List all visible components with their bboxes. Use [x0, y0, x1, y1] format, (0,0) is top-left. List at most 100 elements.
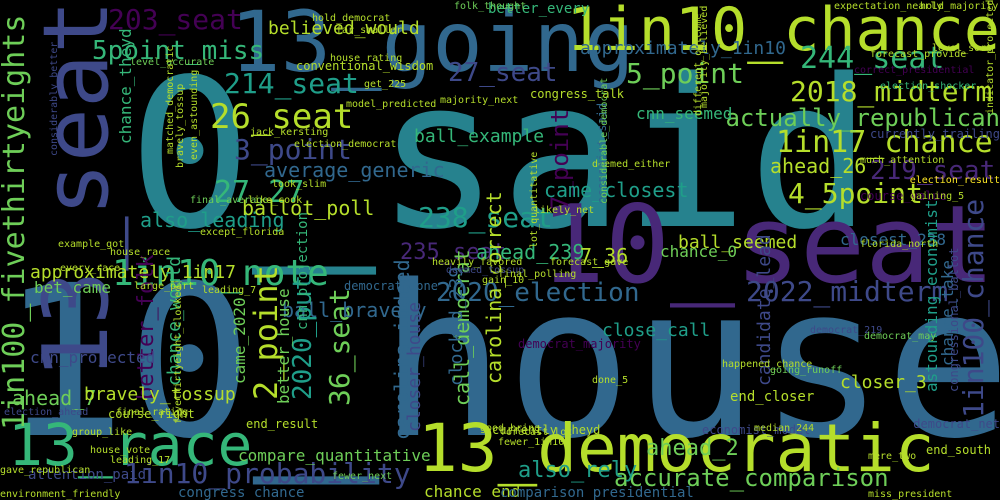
word-compare-quantitative: compare_quantitative	[238, 446, 431, 465]
word-chance-theyd: chance_theyd	[116, 28, 135, 144]
word-hold-majority: hold_majority	[920, 1, 999, 12]
word-ball-example: ball_example	[414, 126, 545, 147]
word-ahead-26: ahead_26	[770, 154, 867, 178]
word-election-ahead: election_ahead	[4, 407, 89, 418]
word-2022-midterm: 2022_midterm	[746, 275, 949, 308]
word-likely-net: likely_net	[534, 205, 595, 216]
word-even-astounding: even_astounding	[189, 69, 200, 160]
word-chance-0: chance_0	[660, 242, 738, 261]
word-27-27: 27 27	[214, 175, 305, 210]
word-comparison-presidential: comparison_presidential	[500, 485, 694, 500]
word-10-house: 10_house	[0, 240, 1000, 485]
word-26-seat: 26_seat	[210, 97, 354, 137]
word-done-5: done_5	[592, 375, 629, 386]
word-214-seat: 214_seat	[224, 67, 359, 100]
word-final-average: final_average	[190, 195, 269, 206]
word-better-folk: better_folk	[134, 254, 159, 400]
word-forecast-lot: forecast_lot	[500, 427, 573, 438]
word-ball-bravely: ball_bravely	[282, 298, 427, 322]
word-democrat-may: democrat_may	[864, 331, 937, 342]
word-forecast-gave: forecast_gave	[550, 257, 629, 268]
word-level-accurate: level_accurate	[130, 57, 215, 68]
word-gaining-5: gaining_5	[910, 191, 965, 202]
word-0-said: 0_said	[128, 35, 873, 275]
word-final-rating: final_rating	[116, 407, 189, 418]
word-democrat-done: democrat_done	[344, 279, 438, 293]
word-approximately-1in10: approximately_1in10	[580, 38, 786, 59]
word-much-attention: much_attention	[860, 155, 945, 166]
word-4-5point: 4_5point	[788, 177, 923, 210]
word-came-2020: came_2020	[230, 297, 249, 384]
word-level-sort: level_sort	[932, 43, 993, 54]
word-considerably-better: considerably_better	[49, 41, 60, 156]
word-2020-election: 2020_election	[436, 278, 640, 308]
word-except-florida: except_florida	[200, 227, 285, 238]
word-far-smaller: far_smaller	[336, 25, 403, 36]
word-ahead-2: ahead_2	[646, 436, 739, 461]
word-hold-democrat: hold_democrat	[312, 13, 391, 24]
word-actually-republican: actually_republican	[725, 104, 1000, 132]
word-democrat-net: democrat_net	[913, 417, 1000, 431]
word-election-shocker: election_shocker	[880, 81, 977, 92]
word-gave-republican: gave_republican	[0, 465, 91, 476]
word-look-slim: look_slim	[272, 179, 327, 190]
word-came-closest: came_closest	[544, 178, 689, 202]
word-course-value: course_value	[860, 189, 947, 203]
word-large-part: large_part	[134, 281, 195, 292]
word-example-got: example_got	[58, 239, 125, 250]
word-house-rating: house_rating	[330, 53, 403, 64]
word-election-democrat: election_democrat	[294, 139, 397, 150]
word-jack-kersting: jack_kersting	[250, 127, 329, 138]
word-leading-7: leading_7	[202, 285, 257, 296]
word-end-result: end_result	[246, 417, 319, 431]
word-end-closer: end_closer	[730, 389, 815, 405]
word-considerable-democrat: considerable_democrat	[599, 77, 610, 204]
word-2018-midterm: 2018_midterm	[790, 75, 993, 108]
word-13-race: 13_race	[8, 411, 253, 479]
word-closest-238: closest_238	[840, 230, 946, 249]
word-cnn-projected: cnn_projected	[30, 348, 156, 367]
word-close-call: close_call	[602, 320, 711, 341]
word-1in10-note: 1in10_note	[112, 253, 329, 294]
word-lot-quantitative: lot_quantitative	[529, 151, 540, 248]
word-economist-model: economist_model	[702, 423, 811, 437]
word-235-seat: 235_seat	[400, 240, 506, 265]
word-bravely-tossup: bravely_tossup	[175, 83, 186, 168]
word-currently-theyd: currently_theyd	[492, 423, 601, 437]
word-cnn-projection: cnn_projection	[295, 211, 311, 330]
word-final-polling: final_polling	[498, 269, 577, 280]
word-ahead-239: ahead_239	[476, 240, 585, 264]
word-also-leading: also_leading	[140, 208, 285, 232]
word-1in100-chance: 1in100_chance	[957, 198, 990, 418]
word-end-south: end_south	[926, 443, 992, 457]
word-1in10-probability: 1in10_probability	[124, 457, 411, 490]
word-majority-next: majority_next	[440, 95, 519, 106]
word-244-seat: 244_seat	[800, 41, 945, 76]
word-attention-paid: attention_paid	[28, 467, 147, 483]
word-election-result: election_result	[909, 175, 1000, 186]
word-astounding-economist: astounding_economist	[922, 199, 941, 392]
word-approximately-1in17: approximately_1in17	[30, 262, 236, 283]
word-3-point: 3_point	[234, 133, 353, 166]
word-203-seat: 203_seat	[108, 3, 243, 36]
word-closer-3: closer_3	[840, 372, 927, 393]
word-1in17-chance: 1in17_chance	[776, 125, 993, 160]
word-get-225: get_225	[364, 79, 407, 90]
word-environment-friendly: environment_friendly	[0, 489, 121, 500]
word-indicator-projected: indicator_projected	[985, 0, 996, 115]
word-like-cook: like_cook	[248, 195, 303, 206]
word-bravely-tossup: bravely_tossup	[84, 384, 236, 405]
word-10-seat: 10_seat	[540, 183, 996, 308]
word-miss-president: miss_president	[868, 489, 953, 500]
word-congressional-ballot: congressional_ballot	[947, 247, 961, 393]
word-conventional-wisdom: conventional_wisdom	[296, 59, 434, 73]
word-5point-miss: 5point_miss	[92, 36, 265, 66]
word-group-like: group_like	[72, 427, 133, 438]
word-bet-came: bet_came	[34, 278, 112, 297]
word-believed-would: believed_would	[268, 18, 420, 39]
word-also-rely: also_rely	[518, 458, 638, 483]
word-chance-end: chance_end	[424, 482, 521, 500]
word-7-36: 7_36	[580, 244, 629, 268]
word-ball-seemed: ball_seemed	[678, 232, 798, 253]
